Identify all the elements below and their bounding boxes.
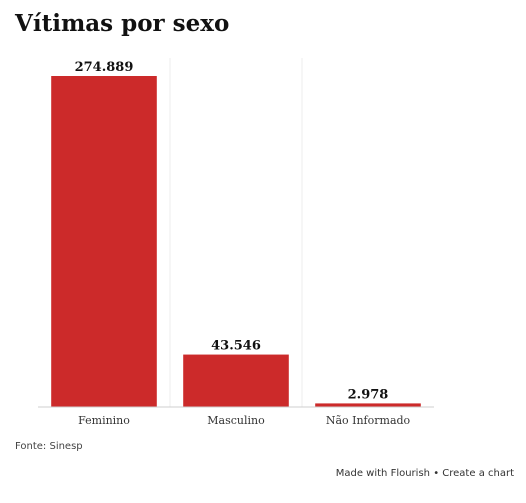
bar-n-o-informado[interactable] bbox=[315, 403, 421, 407]
bar-feminino[interactable] bbox=[51, 76, 157, 407]
source-note: Fonte: Sinesp bbox=[15, 441, 83, 452]
create-chart-link[interactable]: Create a chart bbox=[442, 468, 514, 479]
flourish-credit: Made with Flourish • Create a chart bbox=[336, 468, 514, 479]
bars bbox=[51, 76, 421, 407]
data-label: 2.978 bbox=[348, 387, 389, 402]
grid-lines bbox=[169, 58, 303, 407]
data-label: 274.889 bbox=[75, 60, 134, 75]
bar-masculino[interactable] bbox=[183, 354, 289, 407]
chart-title: Vítimas por sexo bbox=[15, 10, 230, 37]
data-label: 43.546 bbox=[211, 339, 261, 354]
category-tick-label: Feminino bbox=[78, 414, 130, 427]
made-with-flourish-link[interactable]: Made with Flourish bbox=[335, 468, 430, 479]
category-tick-label: Masculino bbox=[207, 414, 265, 427]
labels: 274.889 Feminino 43.546 Masculino 2.978 Não I… bbox=[75, 60, 411, 427]
bar-chart: 274.889 Feminino 43.546 Masculino 2.978 Não I… bbox=[38, 58, 434, 427]
category-tick-label: Não Informado bbox=[326, 414, 411, 427]
credit-separator: • bbox=[433, 468, 440, 479]
